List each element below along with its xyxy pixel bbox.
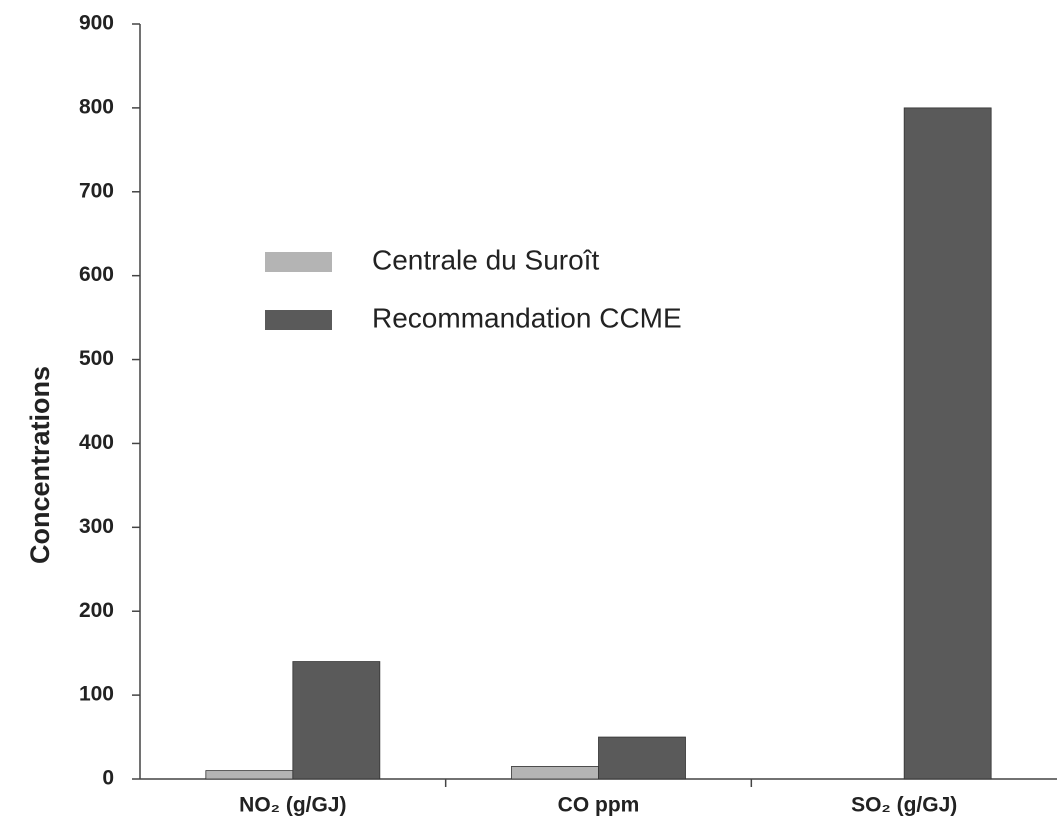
y-tick-label: 800 [79,95,114,118]
x-tick-label: SO₂ (g/GJ) [851,794,957,817]
bar [903,107,992,780]
legend-swatch [265,252,332,272]
y-axis-label: Concentrations [25,366,55,564]
y-tick-label: 300 [79,515,114,538]
y-tick-label: 200 [79,599,114,622]
legend-label: Recommandation CCME [372,302,682,333]
x-tick-label: NO₂ (g/GJ) [239,794,346,817]
y-tick-label: 0 [102,767,114,790]
bar [598,736,686,780]
legend-label: Centrale du Suroît [372,244,599,275]
y-tick-label: 500 [79,347,114,370]
y-tick-label: 700 [79,179,114,202]
bar [205,770,294,780]
y-tick-label: 900 [79,12,114,35]
x-tick-label: CO ppm [558,794,640,817]
bar [292,661,381,780]
bar [511,766,599,780]
y-tick-label: 600 [79,263,114,286]
legend-swatch [265,310,332,330]
y-tick-label: 100 [79,683,114,706]
y-tick-label: 400 [79,431,114,454]
